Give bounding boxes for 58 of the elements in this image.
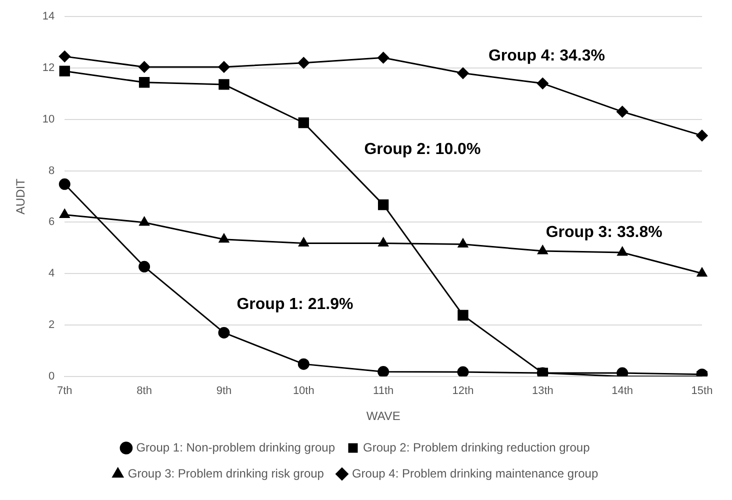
x-tick-label: 12th xyxy=(452,385,474,398)
annotation: Group 2: 10.0% xyxy=(364,141,481,158)
point xyxy=(218,79,230,90)
annotation: Group 4: 34.3% xyxy=(488,48,605,65)
point xyxy=(298,358,310,370)
point xyxy=(616,367,628,376)
point xyxy=(138,260,150,272)
y-tick-label: 2 xyxy=(48,319,55,332)
x-tick-label: 8th xyxy=(136,385,152,398)
y-tick-label: 8 xyxy=(48,164,55,177)
point xyxy=(139,216,150,226)
annotation: Group 3: 33.8% xyxy=(546,224,662,241)
point xyxy=(378,52,390,64)
y-tick-label: 4 xyxy=(48,268,55,280)
annotation: Group 1: 21.9% xyxy=(236,296,354,313)
point xyxy=(457,67,469,79)
point xyxy=(218,326,230,338)
point xyxy=(458,238,468,248)
point xyxy=(538,245,548,254)
y-tick-label: 0 xyxy=(48,370,55,382)
y-axis-title: AUDIT xyxy=(14,178,28,214)
x-tick-label: 10th xyxy=(292,385,314,398)
y-tick-label: 6 xyxy=(48,216,55,228)
point xyxy=(378,238,388,247)
point xyxy=(617,246,628,256)
point xyxy=(58,50,70,62)
point xyxy=(138,77,150,88)
point xyxy=(616,106,628,118)
x-tick-label: 7th xyxy=(56,385,72,398)
point xyxy=(59,66,70,76)
point xyxy=(378,199,389,210)
point xyxy=(58,178,70,190)
x-tick-label: 11th xyxy=(373,385,394,398)
point xyxy=(298,117,309,128)
point xyxy=(298,57,310,69)
x-axis-title: WAVE xyxy=(366,409,400,424)
y-tick-label: 14 xyxy=(42,10,55,23)
legend-label: Group 4: Problem drinking maintenance group xyxy=(352,466,598,480)
legend-label: Group 2: Problem drinking reduction group xyxy=(362,440,590,454)
y-tick-label: 10 xyxy=(42,113,55,126)
point xyxy=(457,366,469,376)
point xyxy=(298,238,309,247)
x-tick-label: 9th xyxy=(216,385,232,398)
point xyxy=(696,130,708,142)
point xyxy=(458,310,468,321)
point xyxy=(536,78,548,90)
point xyxy=(378,366,390,376)
x-tick-label: 14th xyxy=(612,385,634,398)
legend-label: Group 3: Problem drinking risk group xyxy=(128,466,324,480)
point xyxy=(218,234,230,243)
point xyxy=(218,61,230,73)
point xyxy=(60,208,70,218)
point xyxy=(696,268,708,277)
x-tick-label: 13th xyxy=(532,385,554,398)
point xyxy=(138,61,150,73)
legend-label: Group 1: Non-problem drinking group xyxy=(136,440,336,454)
x-tick-label: 15th xyxy=(691,385,713,398)
y-tick-label: 12 xyxy=(42,62,55,74)
